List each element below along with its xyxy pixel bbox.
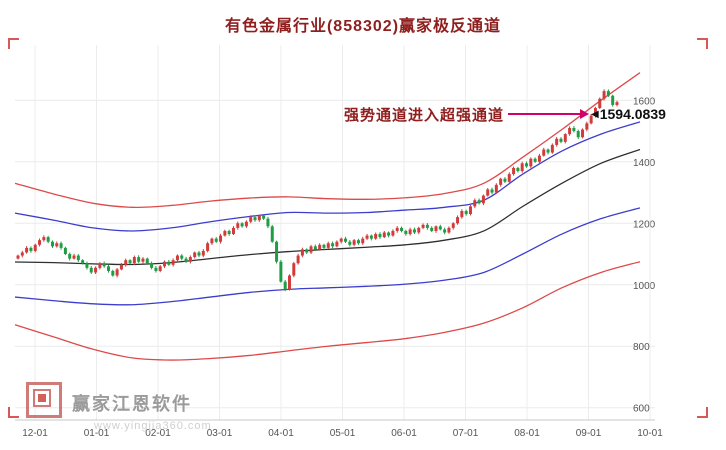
x-axis-label: 08-01 [514, 428, 540, 439]
crop-mark-bottom-left-icon [8, 407, 19, 418]
channel-line-inner-upper-blue [14, 121, 641, 232]
price-caret-icon: ◀ [591, 108, 599, 120]
x-axis-label: 03-01 [207, 428, 233, 439]
x-axis-label: 02-01 [145, 428, 171, 439]
grid: 600 800 1000 1200 1400 1600 12-01 01-01 02-01 03-… [15, 45, 663, 439]
crop-mark-bottom-right-icon [697, 407, 708, 418]
y-axis-label: 800 [633, 342, 650, 353]
annotation-arrow-line [508, 113, 581, 115]
annotation-label: 强势通道进入超强通道 [344, 106, 505, 124]
last-price-label: 1594.0839 [599, 106, 666, 122]
page-title: 有色金属行业(858302)赢家极反通道 [224, 18, 502, 35]
y-axis-label: 1000 [633, 281, 656, 292]
crop-mark-top-right-icon [697, 38, 708, 49]
x-axis-label: 01-01 [84, 428, 110, 439]
candles [16, 89, 619, 292]
channel-line-middle-black [14, 148, 641, 266]
y-axis-label: 1400 [633, 158, 656, 169]
channel-line-outer-upper-red [14, 72, 641, 209]
channel-annotation: 强势通道进入超强通道 ◀ 1594.0839 [344, 104, 666, 124]
x-axis-label: 06-01 [391, 428, 417, 439]
crop-mark-top-left-icon [8, 38, 19, 49]
channel-line-outer-lower-red [14, 261, 641, 361]
brand-logo-icon [26, 382, 62, 418]
y-axis-label: 600 [633, 404, 650, 415]
channel-lines [14, 72, 641, 361]
x-axis-label: 10-01 [637, 428, 663, 439]
x-axis-label: 05-01 [330, 428, 356, 439]
y-axis-label: 1200 [633, 219, 656, 230]
channel-line-inner-lower-blue [14, 207, 641, 306]
annotation-arrowhead-icon [580, 109, 590, 119]
x-axis-label: 04-01 [268, 428, 294, 439]
watermark-url: www.yingjia360.com [94, 420, 212, 432]
y-axis-label: 1600 [633, 96, 656, 107]
x-axis-label: 07-01 [453, 428, 479, 439]
x-axis-label: 12-01 [22, 428, 48, 439]
x-axis-label: 09-01 [576, 428, 602, 439]
watermark-brand: 赢家江恩软件 [72, 394, 192, 414]
